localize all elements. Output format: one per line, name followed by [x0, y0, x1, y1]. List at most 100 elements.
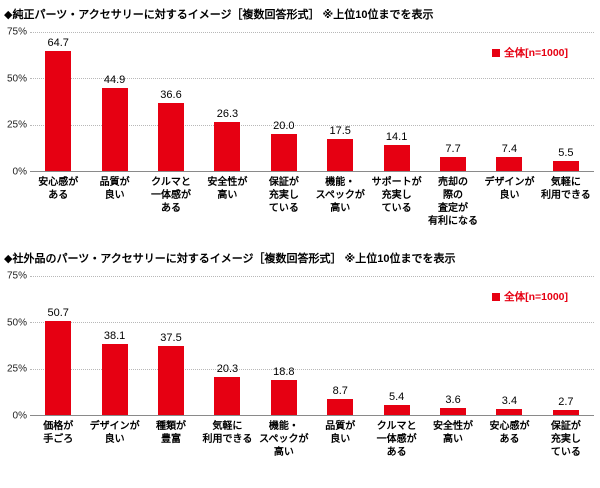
- bar-column: 36.6: [143, 32, 199, 171]
- category-label: クルマと 一体感が ある: [376, 421, 417, 458]
- bar-value-label: 14.1: [385, 130, 408, 143]
- category-label: 安全性が 高い: [207, 177, 248, 201]
- legend-swatch-icon: [492, 48, 501, 57]
- legend: 全体[n=1000]: [492, 45, 568, 60]
- chart-title: ◆純正パーツ・アクセサリーに対するイメージ［複数回答形式］ ※上位10位までを表…: [4, 9, 434, 21]
- bar: [158, 345, 185, 415]
- bar: [496, 408, 523, 415]
- category-label: 機能・ スペックが 高い: [315, 177, 365, 214]
- bar-column: 64.7: [30, 32, 86, 171]
- bar-column: 5.4: [368, 276, 424, 415]
- category-label: 品質が 良い: [99, 177, 130, 201]
- gridline: [30, 322, 594, 324]
- bar: [383, 405, 410, 415]
- gridline: [30, 32, 594, 33]
- bar: [270, 133, 297, 171]
- y-tick-label: 50%: [6, 73, 27, 85]
- gridline: [30, 276, 594, 277]
- bar-value-label: 50.7: [47, 307, 69, 320]
- bar-value-label: 37.5: [160, 331, 182, 344]
- bar: [158, 103, 185, 171]
- plot-area: 全体[n=1000] 50.7 38.1 37.5 20.3 18.8 8.7 5.4 3.6…: [30, 276, 594, 416]
- category-label: 安心感が ある: [38, 177, 79, 201]
- bar-value-label: 20.3: [216, 363, 239, 376]
- bar-column: 20.0: [256, 32, 312, 171]
- bar-value-label: 20.0: [273, 119, 295, 132]
- legend: 全体[n=1000]: [492, 289, 568, 304]
- y-tick-label: 0%: [12, 410, 27, 422]
- category-label: クルマと 一体感が ある: [151, 177, 192, 214]
- bars: 64.7 44.9 36.6 26.3 20.0 17.5 14.1 7.7 7.4 5.5: [30, 32, 594, 171]
- y-tick-label: 75%: [6, 270, 27, 282]
- y-tick-label: 25%: [6, 119, 27, 131]
- category-label: デザインが 良い: [89, 421, 140, 445]
- bar: [45, 321, 72, 415]
- bar-column: 3.6: [425, 276, 481, 415]
- bar-column: 50.7: [30, 276, 86, 415]
- bar: [327, 138, 354, 171]
- y-tick-label: 0%: [12, 166, 27, 178]
- bar: [552, 410, 579, 415]
- bar: [101, 344, 128, 415]
- bars: 50.7 38.1 37.5 20.3 18.8 8.7 5.4 3.6 3.4 2.7: [30, 276, 594, 415]
- category-label: 品質が 良い: [325, 421, 356, 445]
- category-label: 気軽に 利用できる: [540, 177, 591, 201]
- category-label: 気軽に 利用できる: [202, 421, 253, 445]
- y-tick-label: 50%: [6, 317, 27, 329]
- category-label: サポートが 充実し ている: [371, 177, 422, 214]
- bar: [214, 377, 241, 415]
- bar-value-label: 2.7: [558, 396, 574, 408]
- category-label: 価格が 手ごろ: [43, 421, 74, 445]
- bar-column: 20.3: [199, 276, 255, 415]
- category-labels: 安心感が ある 品質が 良い クルマと 一体感が ある 安全性が 高い 保証が 充実し …: [30, 176, 594, 228]
- bar-value-label: 5.4: [388, 391, 405, 403]
- chart-aftermarket-parts-image: ◆社外品のパーツ・アクセサリーに対するイメージ［複数回答形式］ ※上位10位まで…: [0, 244, 600, 488]
- bar: [101, 87, 128, 171]
- bar: [552, 160, 579, 171]
- bar-column: 3.4: [481, 276, 537, 415]
- bar: [440, 408, 467, 415]
- bar-value-label: 7.4: [501, 143, 518, 156]
- legend-swatch-icon: [492, 292, 501, 301]
- bar: [45, 51, 72, 171]
- bar-column: 2.7: [538, 276, 594, 415]
- bar: [440, 156, 467, 171]
- bar: [327, 398, 354, 415]
- category-label: デザインが 良い: [484, 177, 535, 201]
- bar-value-label: 3.6: [445, 394, 461, 407]
- gridline: [30, 78, 594, 80]
- chart-body: 0% 25% 50% 75% 全体[n=1000] 50.7 38.1 37.5 20.3 1…: [4, 271, 594, 422]
- bar-column: 17.5: [312, 32, 368, 171]
- gridline: [30, 124, 594, 126]
- category-label: 機能・ スペックが 高い: [259, 421, 309, 458]
- bar: [270, 380, 297, 415]
- bar-column: 7.4: [481, 32, 537, 171]
- bar-value-label: 17.5: [329, 124, 351, 137]
- bar-column: 5.5: [538, 32, 594, 171]
- bar-column: 37.5: [143, 276, 199, 415]
- y-tick-label: 75%: [6, 26, 27, 38]
- bar: [383, 144, 410, 171]
- chart-genuine-parts-image: ◆純正パーツ・アクセサリーに対するイメージ［複数回答形式］ ※上位10位までを表…: [4, 9, 594, 228]
- bar-column: 18.8: [256, 276, 312, 415]
- category-labels: 価格が 手ごろ デザインが 良い 種類が 豊富 気軽に 利用できる 機能・ スペックが …: [30, 420, 594, 459]
- legend-label: 全体[n=1000]: [504, 47, 568, 59]
- bar-column: 44.9: [86, 32, 142, 171]
- bar-value-label: 64.7: [47, 37, 69, 50]
- bar-column: 26.3: [199, 32, 255, 171]
- category-label: 売却の 際の 査定が 有利になる: [428, 177, 479, 227]
- bar-value-label: 7.7: [445, 142, 461, 155]
- category-label: 安全性が 高い: [433, 421, 474, 445]
- bar-column: 7.7: [425, 32, 481, 171]
- bar-value-label: 8.7: [332, 384, 348, 397]
- gridline: [30, 368, 594, 370]
- bar-value-label: 26.3: [216, 108, 239, 121]
- bar-value-label: 44.9: [103, 73, 126, 86]
- bar-value-label: 5.5: [558, 146, 574, 159]
- bar-value-label: 3.4: [501, 394, 518, 407]
- bar-value-label: 38.1: [103, 330, 126, 343]
- category-label: 安心感が ある: [489, 421, 530, 445]
- bar: [214, 122, 241, 171]
- chart-body: 0% 25% 50% 75% 全体[n=1000] 64.7 44.9 36.6 26.3 2…: [4, 27, 594, 178]
